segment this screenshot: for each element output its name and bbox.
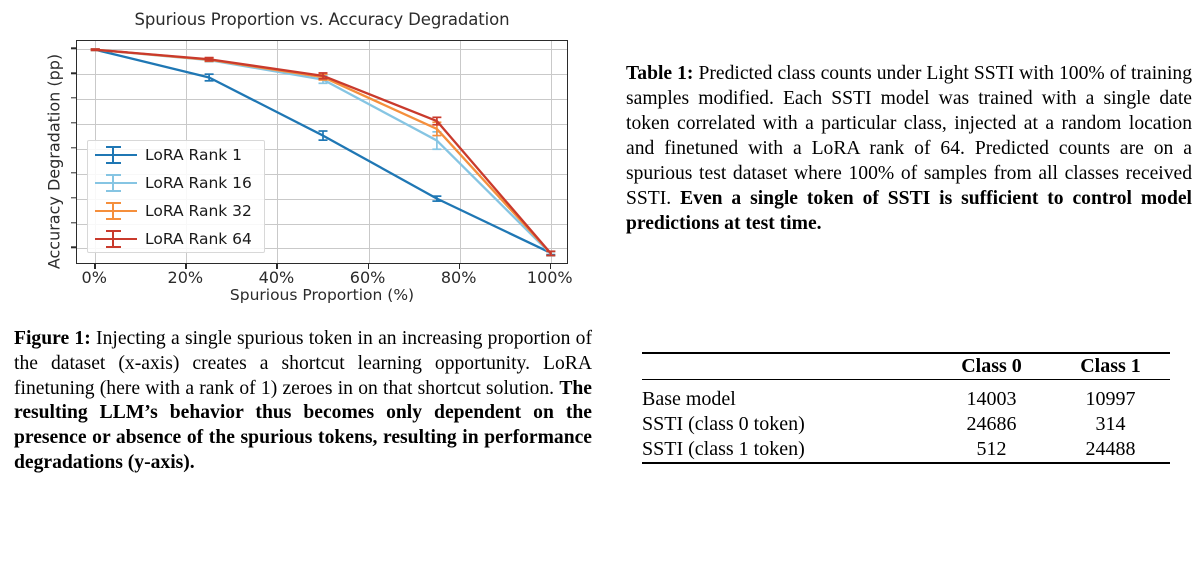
table-spacer-row bbox=[642, 380, 1170, 388]
y-tick-mark bbox=[71, 47, 76, 49]
gridline-vertical bbox=[277, 41, 279, 263]
y-tick-mark bbox=[71, 72, 76, 74]
table-cell-class-1: 314 bbox=[1095, 413, 1126, 435]
figure-1: Spurious Proportion vs. Accuracy Degrada… bbox=[0, 0, 600, 315]
error-bar bbox=[318, 72, 328, 80]
table-cell-label: Base model bbox=[642, 388, 736, 410]
gridline-vertical bbox=[459, 41, 461, 263]
x-tick-label: 80% bbox=[440, 268, 477, 287]
table-cell-class-1: 24488 bbox=[1051, 437, 1170, 464]
error-bar bbox=[546, 250, 556, 257]
table-row: SSTI (class 1 token) 512 24488 bbox=[642, 437, 1170, 464]
y-tick-mark bbox=[71, 172, 76, 174]
legend-label: LoRA Rank 16 bbox=[145, 174, 252, 192]
gridline-horizontal bbox=[77, 223, 567, 225]
legend-label: LoRA Rank 1 bbox=[145, 146, 243, 164]
figure-caption-lead: Figure 1: bbox=[14, 328, 91, 349]
x-tick-mark bbox=[185, 264, 187, 269]
gridline-horizontal bbox=[77, 248, 567, 250]
table-cell-class-1: 10997 bbox=[1085, 388, 1136, 410]
x-tick-mark bbox=[458, 264, 461, 269]
table-cell-class-0: 14003 bbox=[966, 388, 1017, 410]
table-header-class-0: Class 0 bbox=[932, 352, 1051, 380]
x-tick-label: 60% bbox=[349, 268, 386, 287]
figure-caption: Figure 1: Injecting a single spurious to… bbox=[14, 327, 592, 476]
legend-label: LoRA Rank 32 bbox=[145, 202, 252, 220]
error-bar bbox=[318, 130, 328, 141]
x-tick-label: 0% bbox=[81, 268, 107, 287]
figure-caption-text: Injecting a single spurious token in an … bbox=[14, 328, 592, 399]
legend-item-lora-rank-64[interactable]: LoRA Rank 64 bbox=[88, 225, 264, 253]
y-tick-mark bbox=[71, 147, 76, 149]
chart-y-axis-label: Accuracy Degradation (pp) bbox=[44, 53, 64, 270]
table-header-row: Class 0 Class 1 bbox=[642, 352, 1170, 380]
gridline-horizontal bbox=[77, 49, 567, 51]
error-bar bbox=[90, 48, 100, 52]
gridline-horizontal bbox=[77, 99, 567, 101]
table-cell-label: SSTI (class 1 token) bbox=[642, 437, 932, 464]
gridline-horizontal bbox=[77, 198, 567, 200]
chart-title: Spurious Proportion vs. Accuracy Degrada… bbox=[134, 10, 510, 29]
table-header-class-1: Class 1 bbox=[1051, 352, 1170, 380]
gridline-horizontal bbox=[77, 124, 567, 125]
right-column: Table 1: Predicted class counts under Li… bbox=[620, 0, 1192, 578]
legend-item-lora-rank-32[interactable]: LoRA Rank 32 bbox=[88, 197, 264, 225]
table-caption: Table 1: Predicted class counts under Li… bbox=[626, 62, 1192, 237]
chart-x-axis-label: Spurious Proportion (%) bbox=[229, 286, 415, 304]
legend-item-lora-rank-1[interactable]: LoRA Rank 1 bbox=[88, 141, 264, 169]
chart-legend: LoRA Rank 1 LoRA Rank 16 LoRA Rank 32 LoRA … bbox=[87, 140, 265, 253]
x-tick-mark bbox=[94, 264, 96, 269]
y-tick-mark bbox=[71, 246, 76, 249]
table-cell-label: SSTI (class 0 token) bbox=[642, 413, 805, 435]
table-row: SSTI (class 0 token) 24686 314 bbox=[642, 412, 1170, 437]
left-column: Spurious Proportion vs. Accuracy Degrada… bbox=[0, 0, 600, 476]
x-tick-label: 40% bbox=[258, 268, 295, 287]
table-cell-class-0: 512 bbox=[932, 437, 1051, 464]
error-bar bbox=[432, 195, 442, 202]
table-row: Base model 14003 10997 bbox=[642, 387, 1170, 412]
x-tick-mark bbox=[367, 264, 369, 269]
legend-errorbar-icon bbox=[93, 172, 139, 194]
x-tick-mark bbox=[549, 264, 552, 269]
legend-errorbar-icon bbox=[93, 144, 139, 166]
figure-caption-bold: The resulting LLM’s behavior thus become… bbox=[14, 377, 592, 473]
chart-series-layer bbox=[90, 48, 556, 257]
table-header-blank bbox=[642, 352, 932, 380]
legend-label: LoRA Rank 64 bbox=[145, 230, 252, 248]
predicted-class-counts-table: Class 0 Class 1 Base model 14003 10997 SSTI… bbox=[642, 352, 1170, 464]
x-tick-mark bbox=[276, 264, 278, 269]
table-caption-lead: Table 1: bbox=[626, 63, 694, 84]
gridline-horizontal bbox=[77, 148, 567, 150]
y-tick-mark bbox=[71, 97, 76, 99]
gridline-vertical bbox=[368, 41, 370, 263]
gridline-horizontal bbox=[77, 173, 567, 175]
x-tick-label: 100% bbox=[526, 268, 573, 287]
table-caption-bold: Even a single token of SSTI is sufficien… bbox=[626, 187, 1192, 234]
y-tick-mark bbox=[71, 122, 76, 124]
table-cell-class-0: 24686 bbox=[966, 413, 1017, 435]
x-tick-label: 20% bbox=[167, 268, 204, 287]
legend-errorbar-icon bbox=[93, 200, 139, 222]
error-bar bbox=[432, 116, 442, 126]
table-caption-text: Predicted class counts under Light SSTI … bbox=[626, 63, 1193, 209]
y-tick-mark bbox=[71, 196, 76, 199]
error-bar bbox=[204, 56, 214, 62]
error-bar bbox=[204, 73, 214, 82]
y-tick-mark bbox=[71, 221, 76, 224]
legend-errorbar-icon bbox=[93, 228, 139, 250]
gridline-vertical bbox=[550, 41, 552, 263]
legend-item-lora-rank-16[interactable]: LoRA Rank 16 bbox=[88, 169, 264, 197]
